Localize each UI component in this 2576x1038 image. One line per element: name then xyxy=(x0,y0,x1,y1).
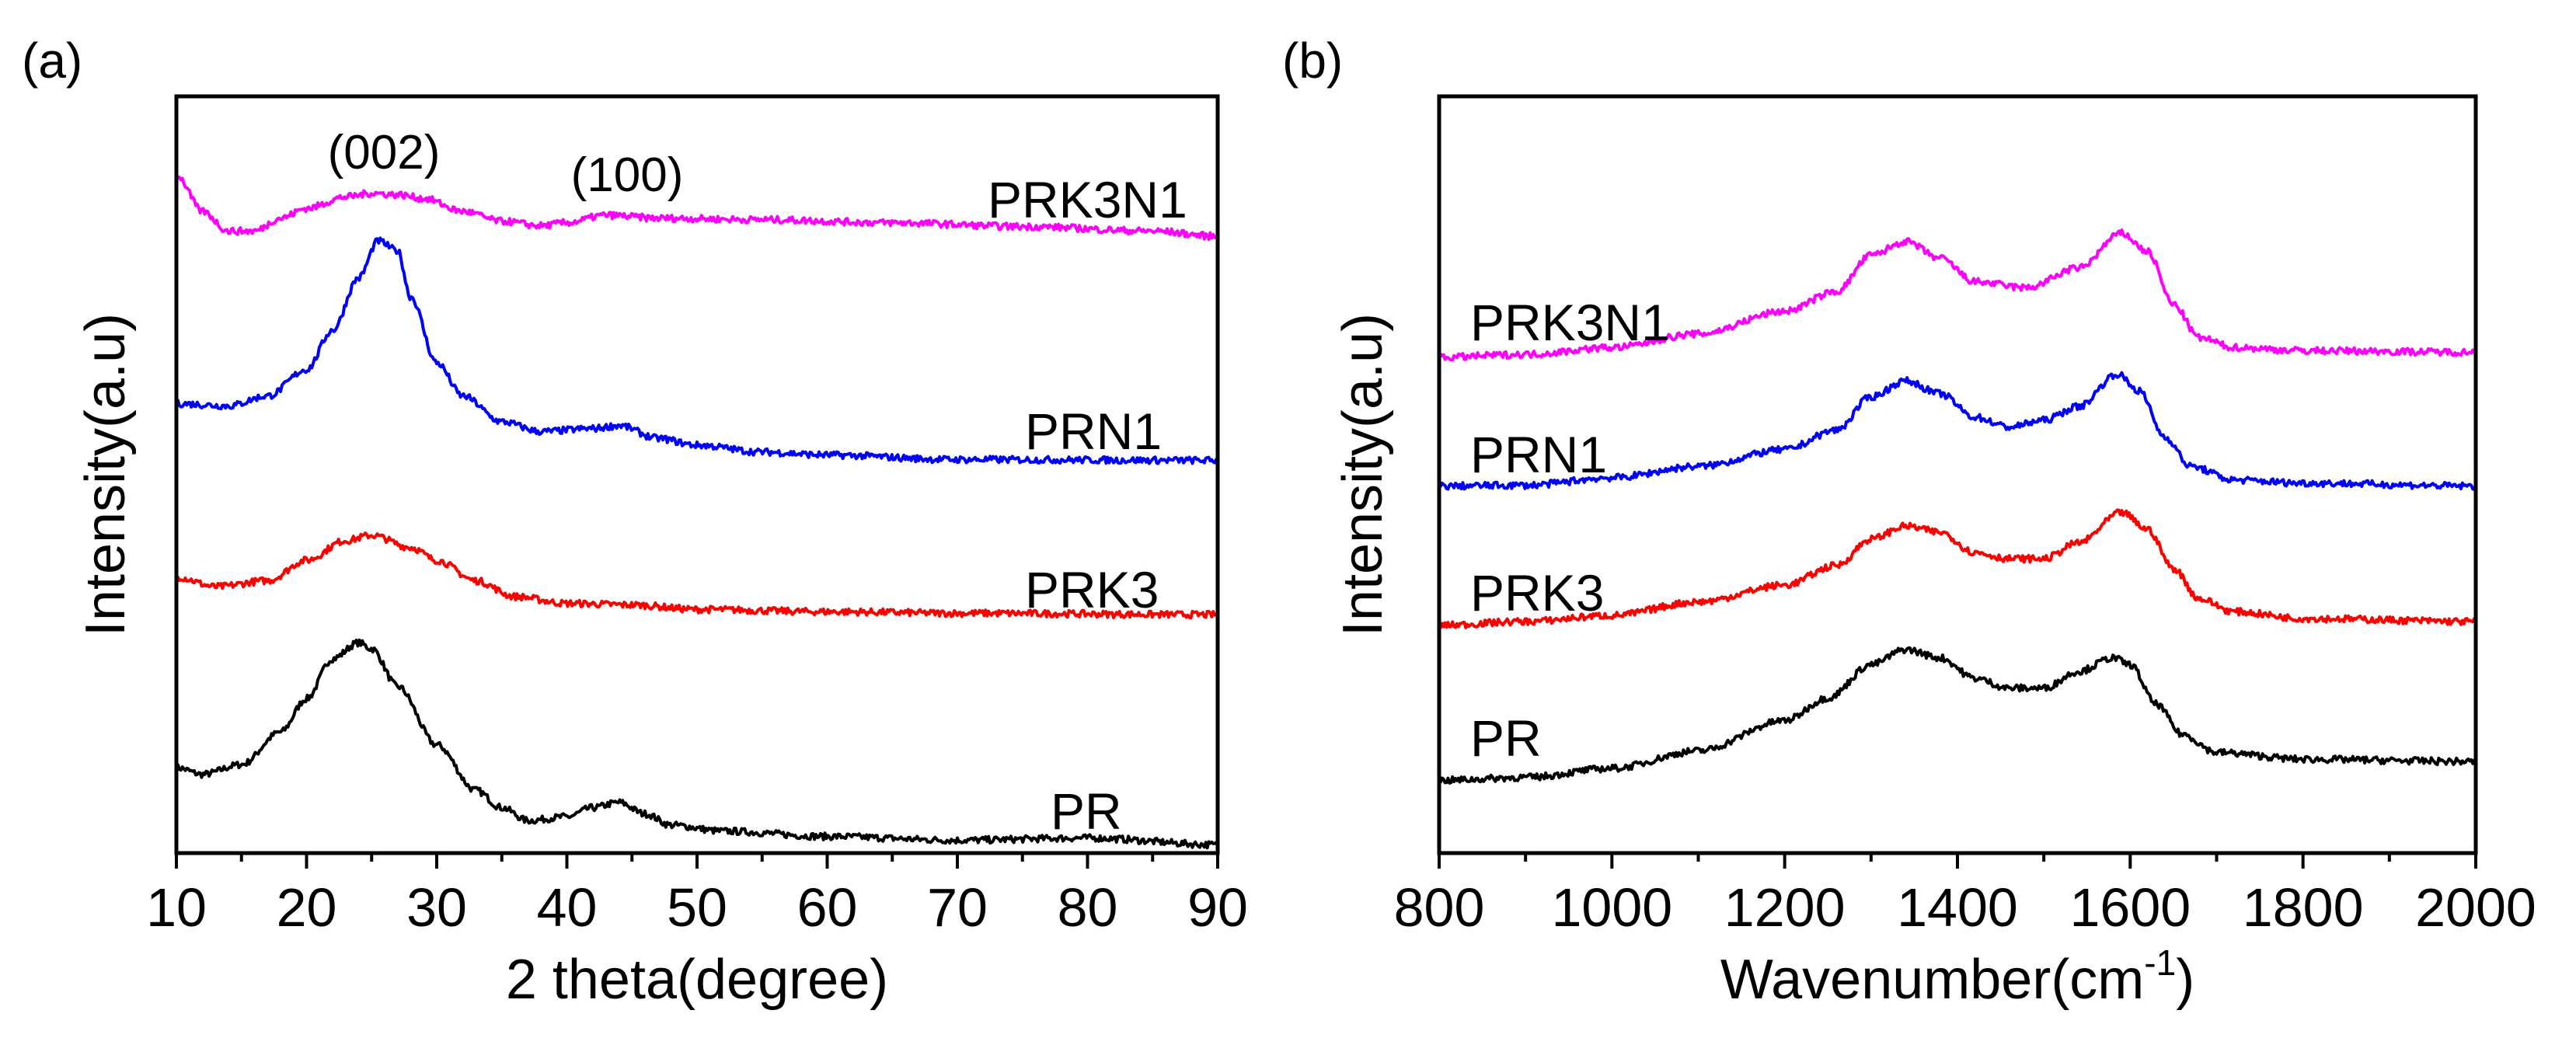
y-axis-title-b: Intensity(a.u) xyxy=(1332,313,1394,636)
series-line-prn1 xyxy=(175,236,1219,465)
series-label-prk3n1: PRK3N1 xyxy=(988,171,1187,228)
x-tick-label: 1600 xyxy=(2069,877,2191,938)
x-tick-label: 40 xyxy=(537,877,598,938)
x-tick-label: 70 xyxy=(927,877,988,938)
panel-b-raman: (b) Intensity(a.u) Wavenumber(cm-1) PR PR… xyxy=(1282,33,2536,1011)
x-tick-label: 30 xyxy=(406,877,467,938)
series-label-pr: PR xyxy=(1051,782,1122,840)
series-line-prk3 xyxy=(1438,508,2477,629)
series-line-pr xyxy=(1438,646,2477,785)
series-line-prk3n1 xyxy=(175,172,1219,242)
x-tick-label: 1200 xyxy=(1724,877,1846,938)
x-tick-label: 1800 xyxy=(2243,877,2364,938)
x-tick-label: 20 xyxy=(277,877,337,938)
series-line-pr xyxy=(175,638,1219,850)
x-axis-title-b: Wavenumber(cm-1) xyxy=(1720,942,2194,1011)
x-tick-label: 10 xyxy=(146,877,207,938)
series-label-prk3n1: PRK3N1 xyxy=(1470,294,1670,351)
x-tick-label: 90 xyxy=(1187,877,1248,938)
panel-label-a: (a) xyxy=(22,33,82,89)
series-label-prk3: PRK3 xyxy=(1470,564,1604,622)
x-tick-label: 2000 xyxy=(2415,877,2536,938)
x-tick-label: 80 xyxy=(1058,877,1118,938)
series-line-prk3 xyxy=(175,531,1219,620)
series-label-prn1: PRN1 xyxy=(1470,426,1607,483)
x-axis-title-b-main: Wavenumber(cm xyxy=(1720,949,2144,1011)
series-label-pr: PR xyxy=(1470,709,1542,767)
annotation-002: (002) xyxy=(328,126,441,179)
panel-a-xrd: (a) Intensity(a.u) 2 theta(degree) (002)… xyxy=(22,33,1248,1011)
series-label-prn1: PRN1 xyxy=(1025,402,1162,460)
series-line-prk3n1 xyxy=(1438,228,2477,362)
x-tick-label: 50 xyxy=(667,877,727,938)
x-tick-label: 1000 xyxy=(1551,877,1672,938)
series-line-prn1 xyxy=(1438,371,2477,491)
x-axis-title-a: 2 theta(degree) xyxy=(506,949,888,1011)
series-label-prk3: PRK3 xyxy=(1025,561,1159,618)
x-tick-label: 1400 xyxy=(1897,877,2018,938)
x-axis-title-b-end: ) xyxy=(2176,949,2194,1011)
x-axis-title-b-sup: -1 xyxy=(2144,942,2176,983)
panel-label-b: (b) xyxy=(1282,33,1343,89)
x-tick-label: 60 xyxy=(797,877,858,938)
y-axis-title-a: Intensity(a.u) xyxy=(75,313,137,636)
annotation-100: (100) xyxy=(571,148,684,202)
x-tick-label: 800 xyxy=(1394,877,1485,938)
